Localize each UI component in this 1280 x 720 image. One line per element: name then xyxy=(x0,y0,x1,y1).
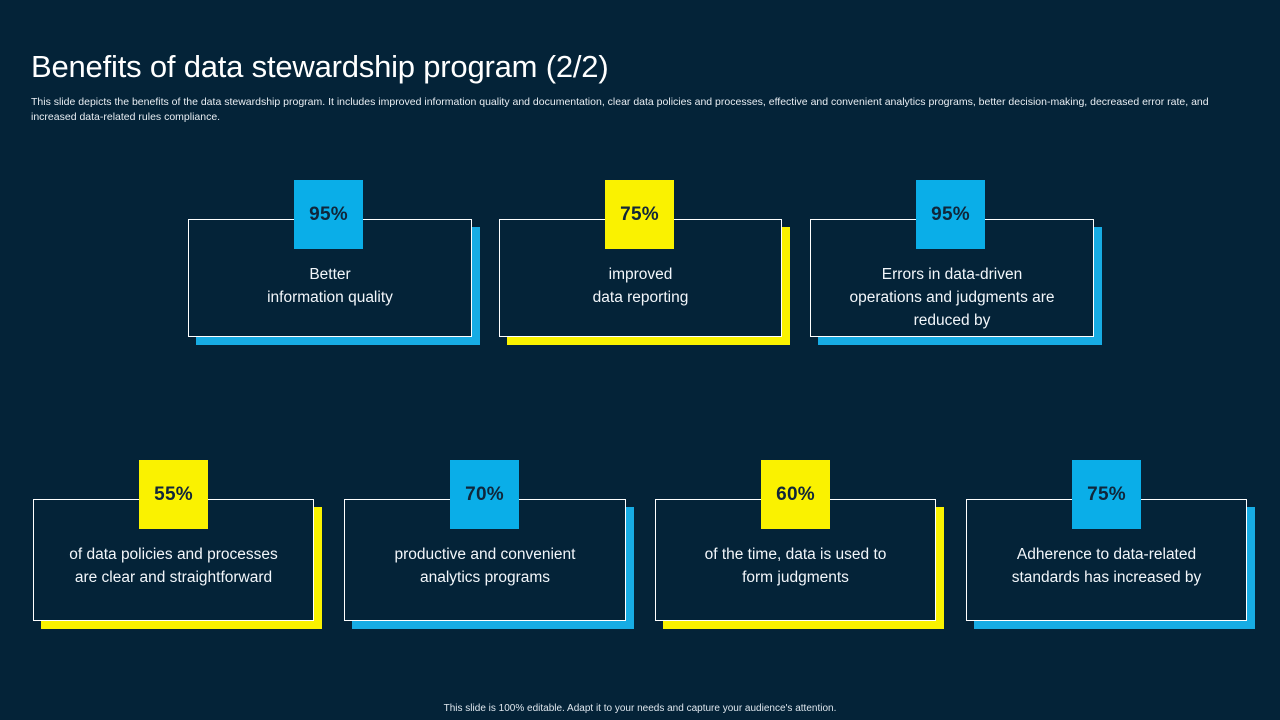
benefit-card-better-information-quality[interactable]: 95% Better information quality xyxy=(188,180,480,345)
benefit-card-errors-reduced[interactable]: 95% Errors in data-driven operations and … xyxy=(810,180,1102,345)
percentage-badge: 75% xyxy=(1072,460,1141,529)
benefit-card-data-policies-clear[interactable]: 55% of data policies and processes are cl… xyxy=(33,460,322,629)
percentage-badge: 60% xyxy=(761,460,830,529)
card-description: Better information quality xyxy=(267,266,393,306)
percentage-badge: 95% xyxy=(294,180,363,249)
slide-footer-note: This slide is 100% editable. Adapt it to… xyxy=(443,703,837,714)
card-description: of the time, data is used to form judgme… xyxy=(704,546,887,586)
page-title: Benefits of data stewardship program (2/… xyxy=(31,48,609,84)
benefit-card-improved-data-reporting[interactable]: 75% improved data reporting xyxy=(499,180,790,345)
percentage-badge: 75% xyxy=(605,180,674,249)
benefit-card-standards-adherence[interactable]: 75% Adherence to data-related standards h… xyxy=(966,460,1255,629)
card-description: improved data reporting xyxy=(592,266,689,306)
percentage-badge: 70% xyxy=(450,460,519,529)
card-description: productive and convenient analytics prog… xyxy=(394,546,576,586)
percentage-badge: 55% xyxy=(139,460,208,529)
benefit-card-analytics-programs[interactable]: 70% productive and convenient analytics p… xyxy=(344,460,634,629)
card-description: Adherence to data-related standards has … xyxy=(1011,546,1202,586)
benefit-card-data-used-for-judgments[interactable]: 60% of the time, data is used to form jud… xyxy=(655,460,944,629)
card-description: of data policies and processes are clear… xyxy=(69,546,278,586)
slide-description: This slide depicts the benefits of the d… xyxy=(31,95,1209,123)
card-description: Errors in data-driven operations and jud… xyxy=(849,266,1055,329)
percentage-badge: 95% xyxy=(916,180,985,249)
